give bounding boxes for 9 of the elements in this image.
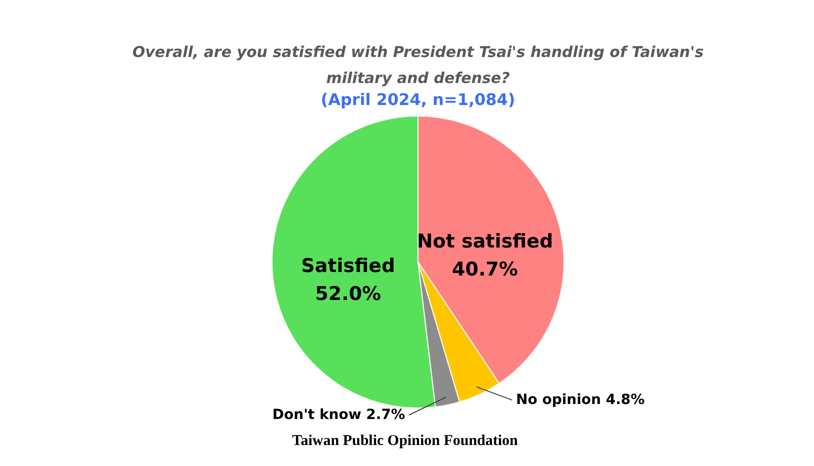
slice-label: No opinion 4.8% xyxy=(516,392,645,408)
slice-label: Not satisfied xyxy=(416,230,554,253)
chart-title: Overall, are you satisfied with President Tsai's handling of Taiwan's military and defense? xyxy=(132,43,704,87)
slice-label: Satisfied xyxy=(301,255,396,278)
chart-subtitle: (April 2024, n=1,084) xyxy=(320,90,516,109)
text: Taiwan Public Opinion Foundation xyxy=(292,433,519,449)
data-label: 40.7% xyxy=(452,258,518,281)
data-label: 52.0% xyxy=(315,283,382,306)
slice-label: Don't know 2.7% xyxy=(272,407,405,423)
